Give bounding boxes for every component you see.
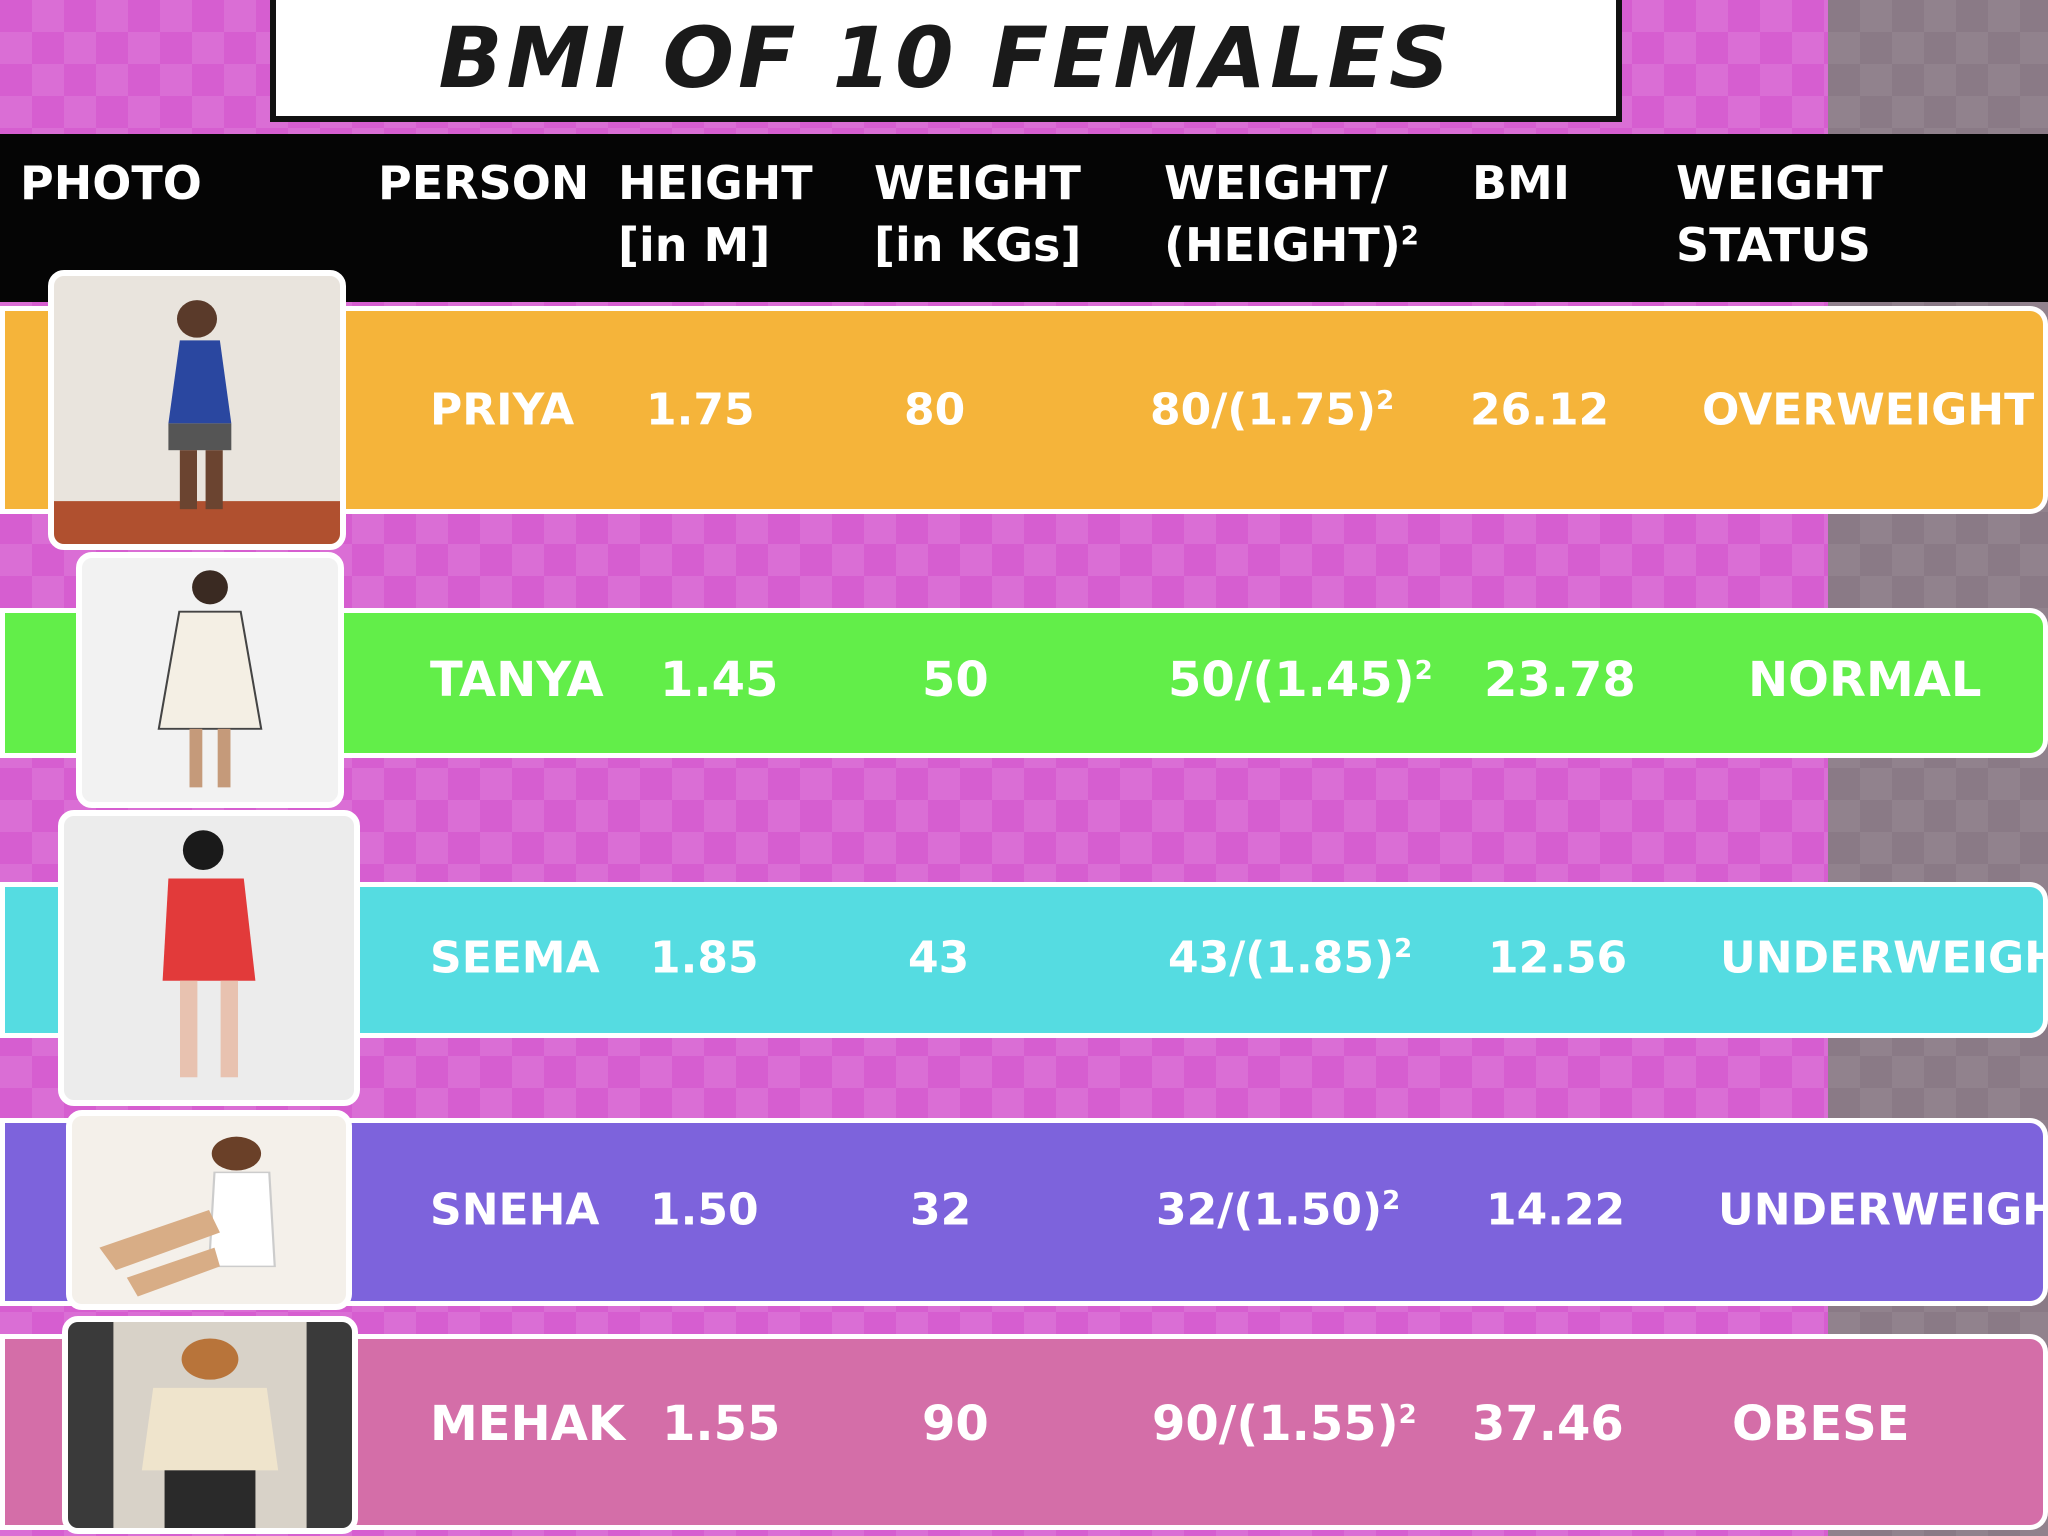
formula-sup: 2 <box>1398 1400 1417 1430</box>
person-silhouette-icon <box>54 300 340 544</box>
formula-text: 90/(1.55) <box>1152 1396 1399 1452</box>
photo-mehak <box>62 1316 358 1534</box>
person-silhouette-icon <box>162 830 256 1078</box>
header-formula: WEIGHT/ (HEIGHT)2 <box>1164 152 1419 276</box>
cell-bmi: 23.78 <box>1484 652 1636 708</box>
cell-formula: 43/(1.85)2 <box>1168 933 1412 984</box>
person-silhouette-icon <box>157 570 263 788</box>
cell-person: SEEMA <box>430 932 600 984</box>
cell-person: PRIYA <box>430 384 575 436</box>
header-bmi: BMI <box>1472 156 1570 210</box>
cell-person: SNEHA <box>430 1184 600 1236</box>
cell-formula: 90/(1.55)2 <box>1152 1396 1417 1452</box>
cell-status: NORMAL <box>1748 652 1982 708</box>
cell-bmi: 26.12 <box>1470 384 1610 436</box>
person-silhouette-icon <box>99 1136 276 1297</box>
header-person: PERSON <box>378 156 590 210</box>
cell-weight: 90 <box>922 1396 989 1452</box>
photo-priya <box>48 270 346 550</box>
cell-person: MEHAK <box>430 1396 626 1452</box>
cell-formula: 32/(1.50)2 <box>1156 1185 1400 1236</box>
cell-height: 1.85 <box>650 932 759 984</box>
photo-tanya <box>76 552 344 808</box>
cell-weight: 32 <box>910 1184 972 1236</box>
slide-title: BMI OF 10 FEMALES <box>438 9 1454 107</box>
header-status: WEIGHT STATUS <box>1676 156 1883 272</box>
photo-sneha <box>66 1110 352 1310</box>
formula-text: 80/(1.75) <box>1150 384 1377 436</box>
cell-weight: 80 <box>904 384 966 436</box>
header-height: HEIGHT [in M] <box>618 156 813 272</box>
cell-formula: 50/(1.45)2 <box>1168 652 1433 708</box>
header-photo: PHOTO <box>20 156 202 210</box>
header-formula-text: WEIGHT/ (HEIGHT) <box>1164 156 1401 272</box>
formula-text: 32/(1.50) <box>1156 1184 1383 1236</box>
formula-sup: 2 <box>1382 1185 1401 1216</box>
photo-seema <box>58 810 360 1106</box>
cell-height: 1.45 <box>660 652 779 708</box>
cell-weight: 43 <box>908 932 970 984</box>
cell-bmi: 37.46 <box>1472 1396 1624 1452</box>
person-silhouette-icon <box>68 1322 352 1528</box>
cell-status: OVERWEIGHT <box>1702 384 2035 436</box>
cell-height: 1.50 <box>650 1184 759 1236</box>
header-formula-sup: 2 <box>1400 221 1419 252</box>
title-box: BMI OF 10 FEMALES <box>270 0 1622 122</box>
cell-bmi: 14.22 <box>1486 1184 1626 1236</box>
cell-status: UNDERWEIGHT <box>1718 1184 2048 1236</box>
header-weight: WEIGHT [in KGs] <box>874 156 1082 272</box>
cell-status: OBESE <box>1732 1396 1910 1452</box>
formula-sup: 2 <box>1414 656 1433 686</box>
formula-text: 50/(1.45) <box>1168 652 1415 708</box>
cell-person: TANYA <box>430 652 604 708</box>
cell-formula: 80/(1.75)2 <box>1150 385 1394 436</box>
cell-bmi: 12.56 <box>1488 932 1628 984</box>
formula-text: 43/(1.85) <box>1168 932 1395 984</box>
cell-status: UNDERWEIGHT <box>1720 932 2048 984</box>
cell-height: 1.75 <box>646 384 755 436</box>
formula-sup: 2 <box>1376 385 1395 416</box>
cell-weight: 50 <box>922 652 989 708</box>
cell-height: 1.55 <box>662 1396 781 1452</box>
formula-sup: 2 <box>1394 933 1413 964</box>
